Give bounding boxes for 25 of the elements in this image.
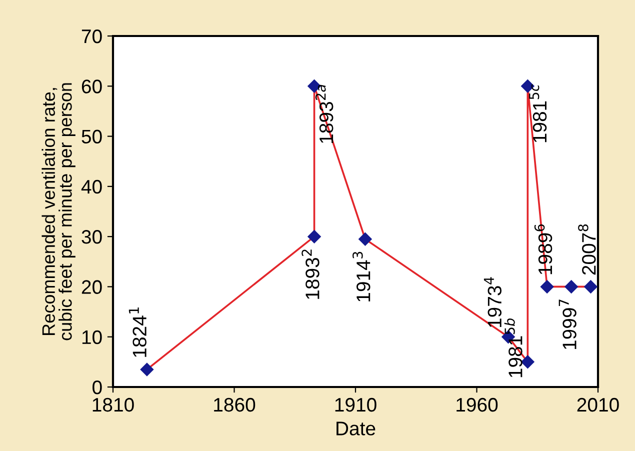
y-tick-label: 10 — [82, 330, 102, 344]
annotation: 1981$^{5c}$ — [529, 84, 547, 142]
x-tick-label: 1860 — [214, 398, 256, 412]
y-tick-label: 70 — [82, 29, 102, 44]
x-tick-label: 1960 — [456, 398, 498, 412]
x-tick-label: 2010 — [577, 398, 619, 412]
y-tick-label: 40 — [81, 180, 102, 194]
y-axis-title: Recommended ventilation rate, cubic feet per minute per person — [42, 83, 76, 340]
annotation: 1824$^{1}$ — [128, 307, 146, 357]
x-axis-title: Date — [336, 422, 376, 436]
y-tick-label: 30 — [82, 230, 102, 244]
x-tick-label: 1810 — [92, 398, 134, 412]
annotation: 1973$^{4}$ — [484, 277, 502, 328]
y-tick-label: 20 — [82, 280, 102, 294]
annotation: 1893$^{2a}$ — [316, 84, 334, 143]
annotation: 1981$^{5b}$ — [504, 318, 522, 378]
x-tick-label: 1910 — [335, 398, 376, 412]
annotation: 1893$^{2}$ — [302, 250, 320, 299]
y-tick-label: 60 — [82, 80, 102, 94]
annotation: 1999$^{7}$ — [558, 300, 576, 350]
annotation: 1914$^{3}$ — [352, 252, 370, 302]
y-tick-label: 0 — [92, 380, 102, 394]
annotation: 1989$^{6}$ — [534, 224, 552, 274]
y-tick-label: 50 — [82, 130, 102, 144]
annotation: 2007$^{8}$ — [578, 224, 596, 275]
